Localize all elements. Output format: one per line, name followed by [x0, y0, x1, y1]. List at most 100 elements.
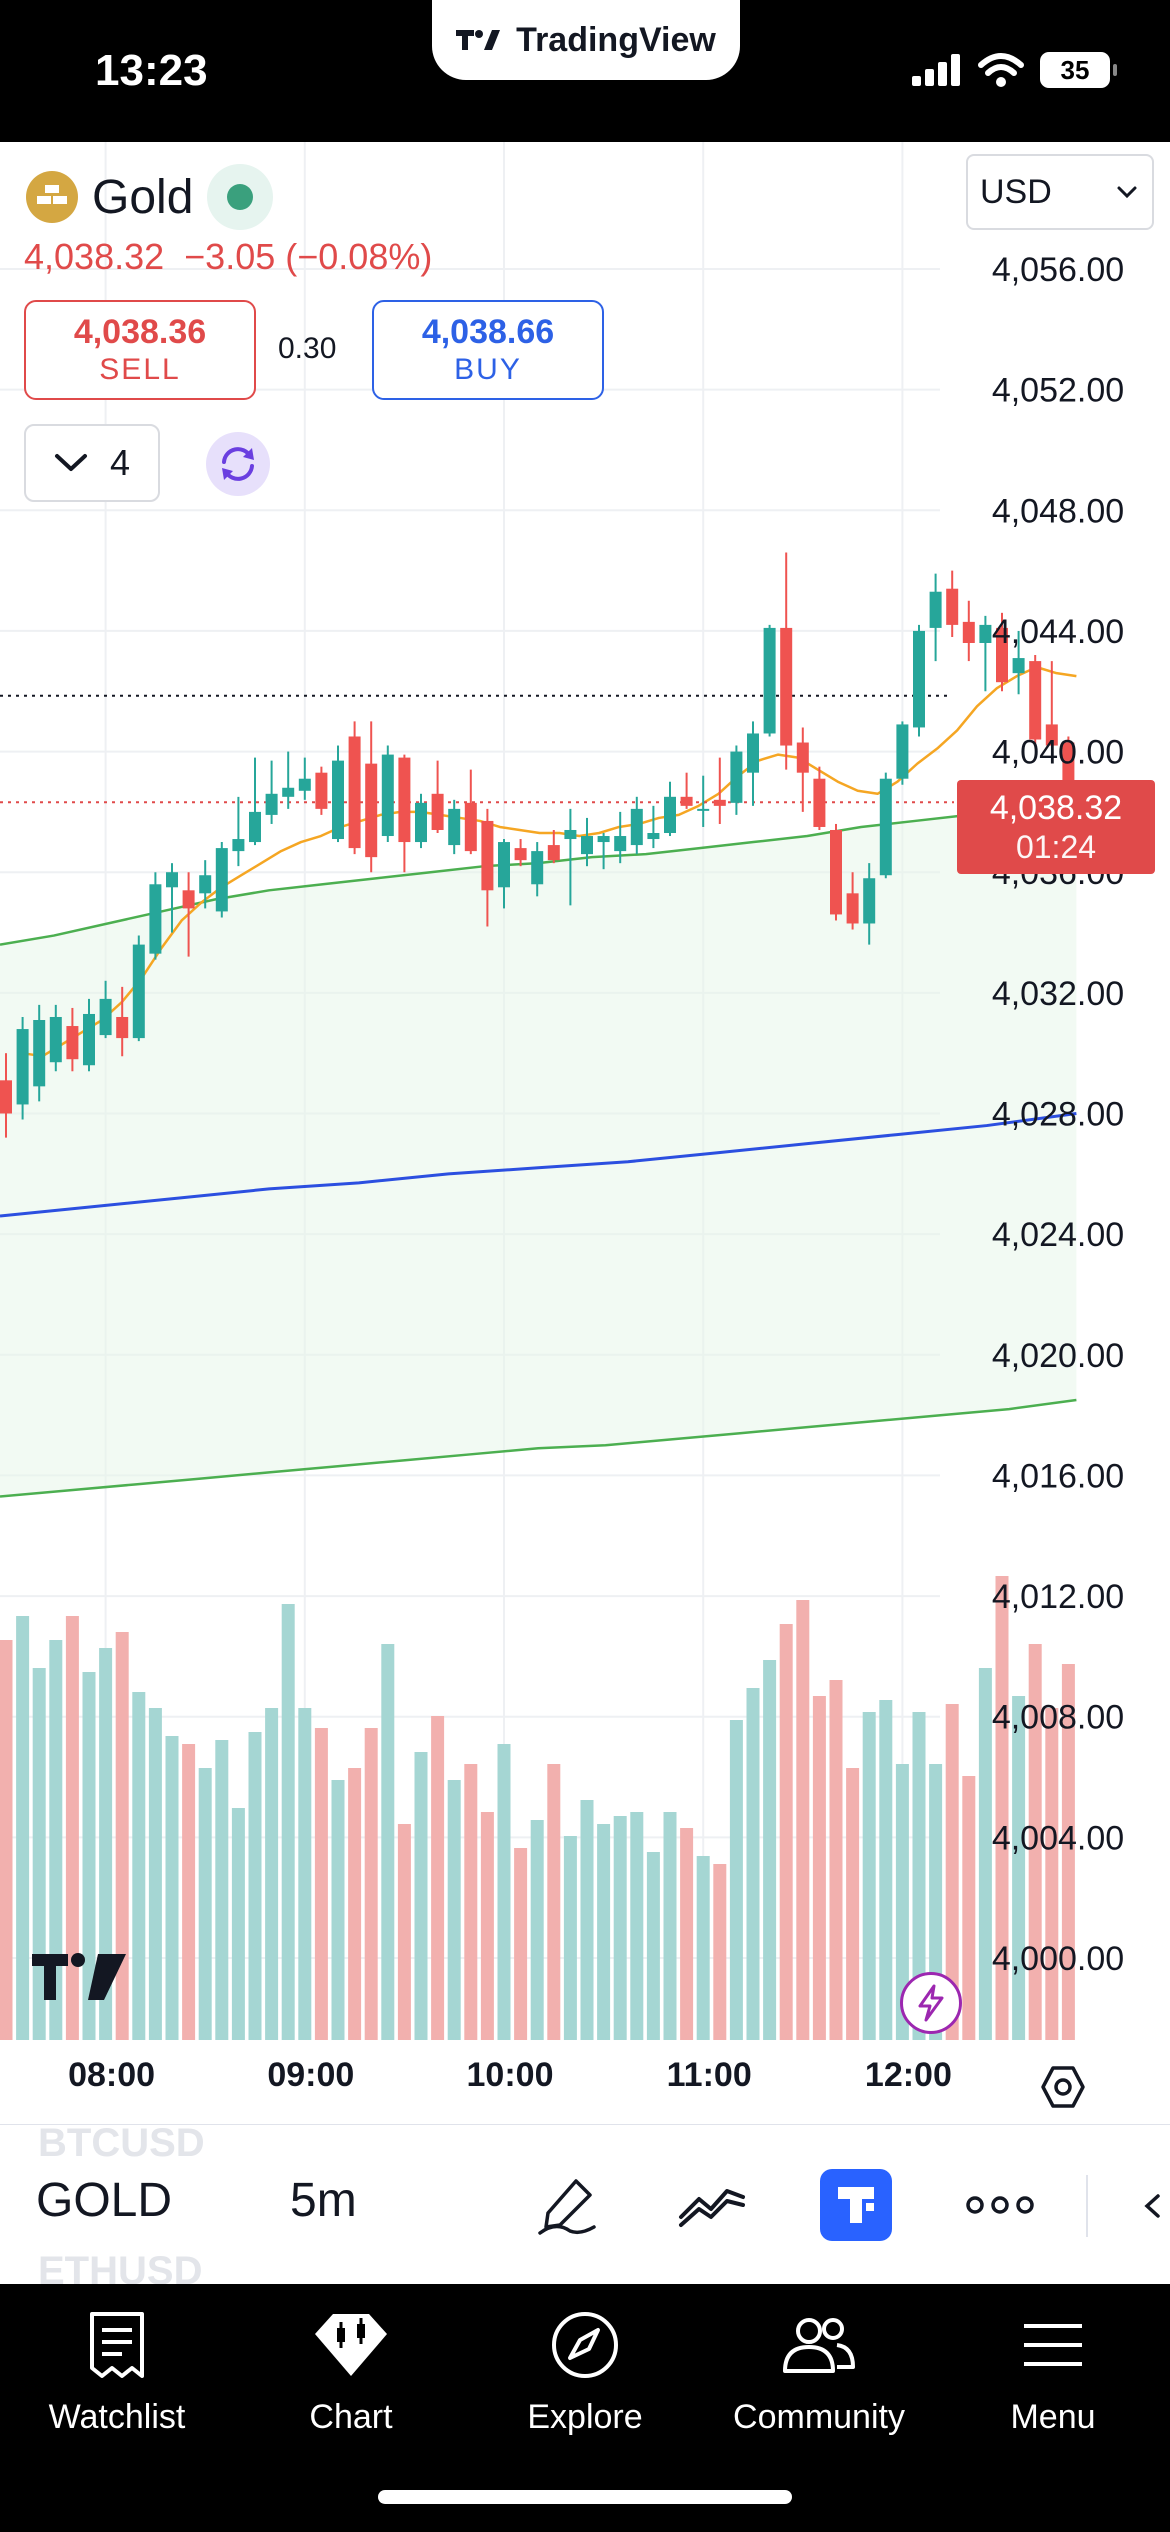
- currency-value: USD: [980, 172, 1052, 211]
- tab-community[interactable]: Community: [702, 2300, 936, 2437]
- chart-settings-icon[interactable]: [1040, 2064, 1086, 2110]
- volume-bar: [530, 1820, 544, 2040]
- tab-chart[interactable]: Chart: [234, 2300, 468, 2437]
- chevron-left-icon[interactable]: [1142, 2193, 1162, 2219]
- status-icons: 35: [912, 52, 1117, 88]
- candle-body: [547, 845, 560, 861]
- tab-explore[interactable]: Explore: [468, 2300, 702, 2437]
- toolbar-divider: [1086, 2175, 1088, 2237]
- candle-body: [581, 836, 593, 855]
- y-axis-label: 4,008.00: [992, 1699, 1124, 1737]
- volume-bar: [198, 1768, 212, 2040]
- y-axis-label: 4,012.00: [992, 1578, 1124, 1616]
- volume-bar: [0, 1640, 13, 2040]
- indicators-collapse-button[interactable]: 4: [24, 424, 160, 502]
- volume-bar: [663, 1812, 677, 2040]
- candle-body: [348, 736, 361, 849]
- candle-body: [16, 1029, 29, 1105]
- tab-label: Menu: [1010, 2398, 1096, 2436]
- volume-bar: [182, 1744, 196, 2040]
- y-axis-label: 4,004.00: [992, 1819, 1124, 1857]
- volume-bar: [912, 1712, 926, 2040]
- drawing-tools-button[interactable]: [532, 2169, 604, 2241]
- candle-body: [332, 760, 344, 840]
- toolbar-interval-button[interactable]: 5m: [290, 2174, 357, 2227]
- y-axis-label: 4,032.00: [992, 975, 1124, 1013]
- toolbar-symbol-button[interactable]: GOLD: [36, 2174, 173, 2227]
- candle-body: [33, 1020, 46, 1087]
- volume-bar: [265, 1708, 279, 2040]
- price-change: −3.05: [184, 236, 276, 277]
- volume-bar: [862, 1712, 876, 2040]
- lightning-button[interactable]: [900, 1972, 962, 2034]
- tab-menu[interactable]: Menu: [936, 2300, 1170, 2437]
- candle-body: [830, 829, 842, 915]
- pen-icon: [538, 2179, 596, 2235]
- candle-body: [464, 802, 477, 852]
- volume-bar: [397, 1824, 411, 2040]
- volume-bar: [929, 1764, 943, 2040]
- tab-watchlist[interactable]: Watchlist: [0, 2300, 234, 2437]
- currency-select[interactable]: USD: [966, 154, 1154, 230]
- volume-bar: [514, 1848, 528, 2040]
- candle-body: [531, 851, 544, 885]
- more-button[interactable]: [964, 2169, 1036, 2241]
- sync-button[interactable]: [206, 432, 270, 496]
- symbol-header[interactable]: Gold: [26, 164, 274, 230]
- x-axis-label: 09:00: [267, 2056, 354, 2094]
- volume-bar: [680, 1828, 694, 2040]
- candle-body: [664, 796, 676, 834]
- volume-bar: [32, 1668, 46, 2040]
- x-axis-label: 12:00: [865, 2056, 952, 2094]
- symbol-name[interactable]: Gold: [92, 170, 194, 224]
- candle-body: [132, 944, 145, 1039]
- candle-body: [415, 802, 427, 843]
- current-price-tag: 4,038.32 01:24: [957, 780, 1155, 874]
- indicators-button[interactable]: [676, 2169, 748, 2241]
- volume-bar: [331, 1780, 345, 2040]
- tradingview-watermark-icon[interactable]: [32, 1950, 128, 2002]
- candle-body: [315, 772, 328, 809]
- x-axis-label: 11:00: [667, 2056, 752, 2094]
- candle-body: [813, 778, 826, 827]
- volume-bar: [597, 1824, 611, 2040]
- price-chart[interactable]: 4,056.00 4,052.00 4,048.00 4,044.00 4,040.00…: [0, 142, 1170, 2124]
- buy-price: 4,038.66: [421, 313, 555, 351]
- chart-area[interactable]: 4,056.00 4,052.00 4,048.00 4,044.00 4,040.00…: [0, 142, 1170, 2124]
- volume-bar: [763, 1660, 777, 2040]
- volume-bar: [630, 1812, 644, 2040]
- y-axis-label: 4,024.00: [992, 1216, 1124, 1254]
- volume-bar: [1028, 1644, 1042, 2040]
- sell-label: SELL: [99, 353, 181, 386]
- trading-panel-button[interactable]: [820, 2169, 892, 2241]
- candle-body: [1012, 658, 1025, 674]
- candle-body: [713, 799, 726, 806]
- lightning-icon: [918, 1984, 944, 2022]
- volume-bar: [132, 1692, 146, 2040]
- wifi-icon: [978, 53, 1024, 87]
- y-axis-label: 4,052.00: [992, 372, 1124, 410]
- battery-icon: 35: [1040, 52, 1117, 88]
- app-pill[interactable]: TradingView: [432, 0, 740, 80]
- app-pill-label: TradingView: [516, 20, 716, 59]
- candle-body: [796, 742, 809, 773]
- candle-body: [448, 808, 461, 846]
- buy-button[interactable]: 4,038.66 BUY: [372, 300, 604, 400]
- tab-label: Watchlist: [48, 2398, 186, 2436]
- volume-bar: [65, 1616, 79, 2040]
- candle-body: [282, 787, 295, 797]
- tab-label: Community: [733, 2398, 905, 2436]
- tab-label: Chart: [309, 2398, 393, 2436]
- candle-body: [431, 793, 444, 830]
- y-axis-label: 4,056.00: [992, 251, 1124, 289]
- candle-body: [182, 890, 195, 909]
- sell-button[interactable]: 4,038.36 SELL: [24, 300, 256, 400]
- market-open-indicator[interactable]: [207, 164, 274, 230]
- candle-body: [647, 833, 660, 840]
- candle-body: [962, 621, 975, 643]
- volume-bar: [1012, 1696, 1026, 2040]
- tradingview-logo-icon: [456, 30, 501, 50]
- x-axis-label: 10:00: [467, 2056, 554, 2094]
- chart-tab-icon: [313, 2300, 389, 2390]
- candle-body: [199, 875, 212, 894]
